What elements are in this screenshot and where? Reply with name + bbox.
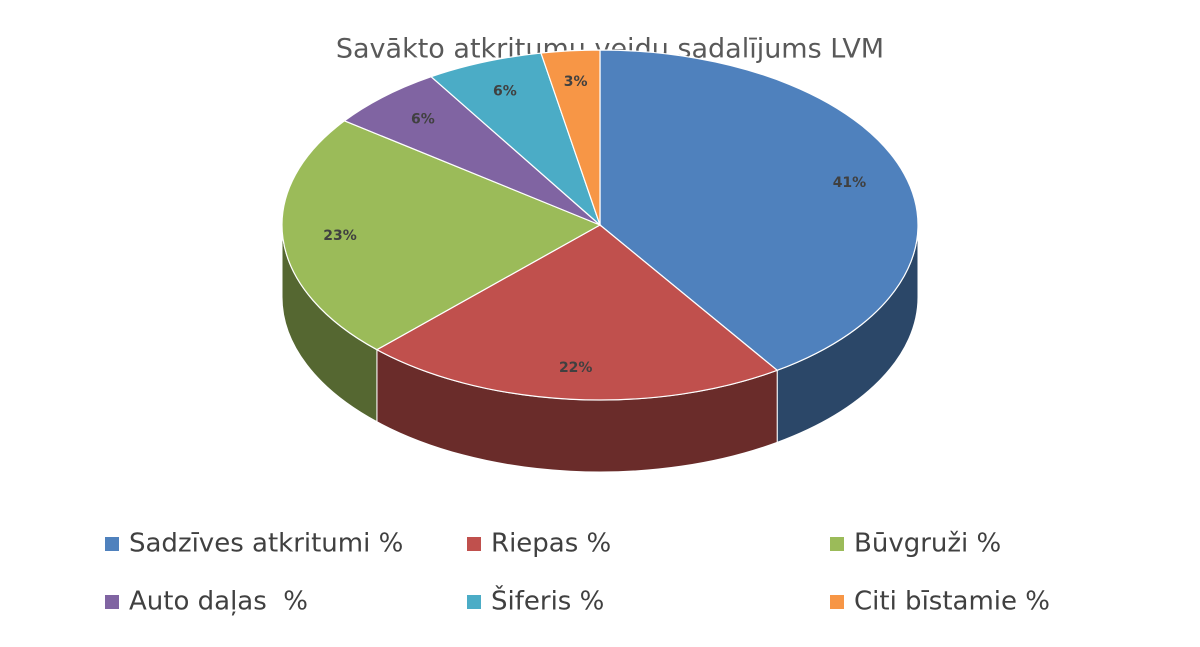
legend-swatch xyxy=(105,595,119,609)
legend-swatch xyxy=(830,537,844,551)
data-label: 23% xyxy=(323,228,357,244)
data-label: 22% xyxy=(559,360,593,376)
legend-label: Sadzīves atkritumi % xyxy=(129,529,403,559)
data-label: 3% xyxy=(564,74,588,90)
data-label: 6% xyxy=(411,112,435,128)
data-label: 41% xyxy=(833,175,867,191)
slice xyxy=(540,49,601,226)
legend-label: Riepas % xyxy=(491,529,611,559)
legend-swatch xyxy=(467,595,481,609)
slice xyxy=(375,224,779,401)
legend-label: Auto daļas % xyxy=(129,587,308,617)
legend-label: Šiferis % xyxy=(491,585,604,617)
legend-label: Citi bīstamie % xyxy=(854,587,1050,617)
legend-swatch xyxy=(105,537,119,551)
legend-label: Būvgruži % xyxy=(854,529,1001,559)
legend-swatch xyxy=(830,595,844,609)
slice xyxy=(599,49,919,372)
legend-swatch xyxy=(467,537,481,551)
data-label: 6% xyxy=(493,83,517,99)
slice xyxy=(281,120,602,351)
